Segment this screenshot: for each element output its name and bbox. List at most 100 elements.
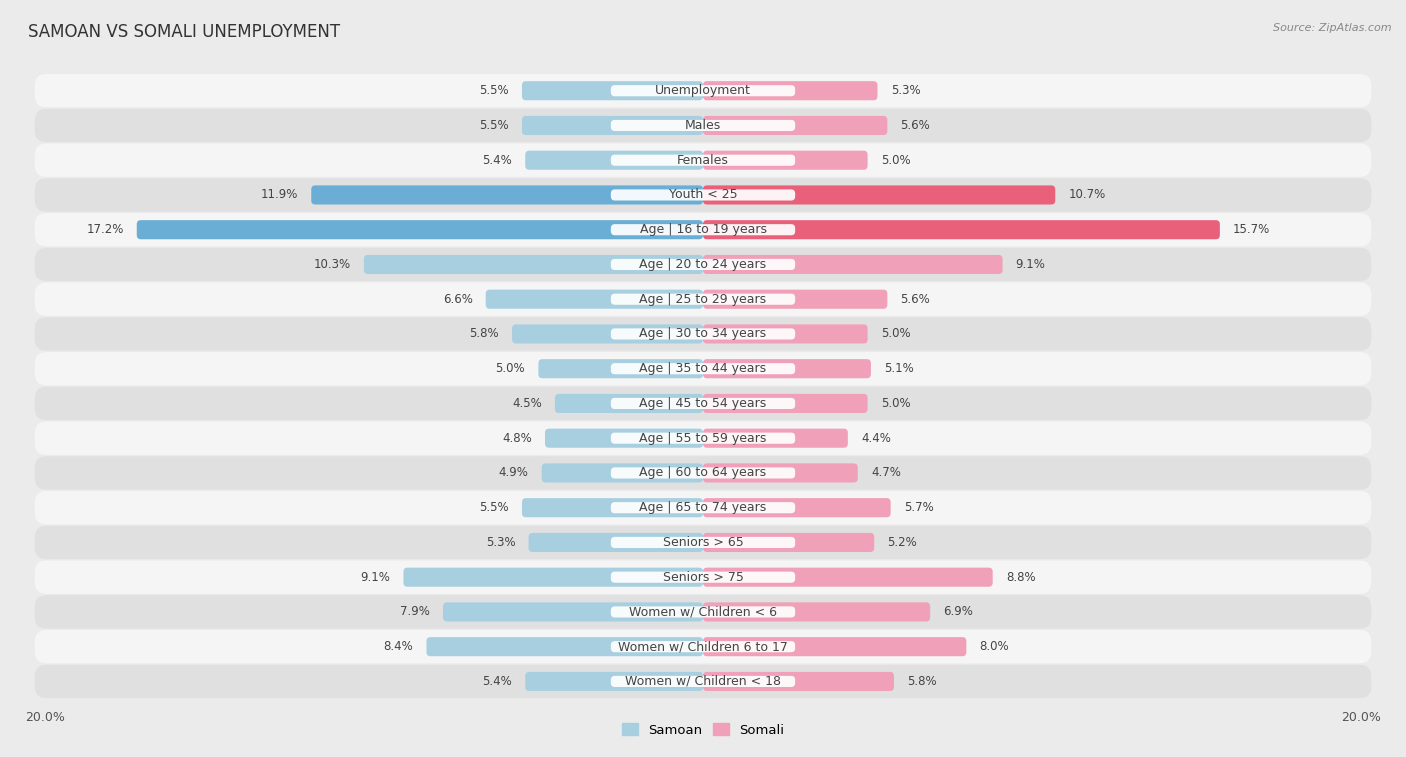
Text: 5.8%: 5.8% xyxy=(470,328,499,341)
FancyBboxPatch shape xyxy=(610,572,796,583)
Text: 6.6%: 6.6% xyxy=(443,293,472,306)
Text: 5.0%: 5.0% xyxy=(880,397,911,410)
FancyBboxPatch shape xyxy=(404,568,703,587)
FancyBboxPatch shape xyxy=(703,359,870,378)
Text: 4.7%: 4.7% xyxy=(870,466,901,479)
FancyBboxPatch shape xyxy=(610,398,796,409)
Text: 7.9%: 7.9% xyxy=(399,606,430,618)
FancyBboxPatch shape xyxy=(703,325,868,344)
FancyBboxPatch shape xyxy=(610,120,796,131)
Text: 5.5%: 5.5% xyxy=(479,84,509,97)
FancyBboxPatch shape xyxy=(703,255,1002,274)
Text: 8.4%: 8.4% xyxy=(384,640,413,653)
FancyBboxPatch shape xyxy=(703,637,966,656)
Text: 5.8%: 5.8% xyxy=(907,675,936,688)
Text: 6.9%: 6.9% xyxy=(943,606,973,618)
Text: Age | 60 to 64 years: Age | 60 to 64 years xyxy=(640,466,766,479)
FancyBboxPatch shape xyxy=(610,606,796,618)
Text: 9.1%: 9.1% xyxy=(1015,258,1046,271)
Text: 17.2%: 17.2% xyxy=(86,223,124,236)
FancyBboxPatch shape xyxy=(526,151,703,170)
FancyBboxPatch shape xyxy=(35,317,1371,350)
Text: 5.3%: 5.3% xyxy=(890,84,921,97)
FancyBboxPatch shape xyxy=(610,363,796,374)
Text: Seniors > 75: Seniors > 75 xyxy=(662,571,744,584)
FancyBboxPatch shape xyxy=(703,290,887,309)
Text: Age | 16 to 19 years: Age | 16 to 19 years xyxy=(640,223,766,236)
Text: Age | 65 to 74 years: Age | 65 to 74 years xyxy=(640,501,766,514)
Text: 5.6%: 5.6% xyxy=(900,293,931,306)
FancyBboxPatch shape xyxy=(485,290,703,309)
Text: 5.0%: 5.0% xyxy=(880,328,911,341)
FancyBboxPatch shape xyxy=(35,109,1371,142)
Text: Age | 35 to 44 years: Age | 35 to 44 years xyxy=(640,362,766,375)
FancyBboxPatch shape xyxy=(35,179,1371,212)
FancyBboxPatch shape xyxy=(610,294,796,305)
FancyBboxPatch shape xyxy=(35,491,1371,525)
Text: 10.7%: 10.7% xyxy=(1069,188,1105,201)
FancyBboxPatch shape xyxy=(35,456,1371,490)
Text: Age | 45 to 54 years: Age | 45 to 54 years xyxy=(640,397,766,410)
Text: 11.9%: 11.9% xyxy=(260,188,298,201)
Text: 5.4%: 5.4% xyxy=(482,675,512,688)
FancyBboxPatch shape xyxy=(35,352,1371,385)
FancyBboxPatch shape xyxy=(610,85,796,96)
FancyBboxPatch shape xyxy=(546,428,703,447)
FancyBboxPatch shape xyxy=(703,603,931,621)
FancyBboxPatch shape xyxy=(35,248,1371,281)
FancyBboxPatch shape xyxy=(35,213,1371,246)
FancyBboxPatch shape xyxy=(703,151,868,170)
FancyBboxPatch shape xyxy=(610,329,796,339)
FancyBboxPatch shape xyxy=(610,502,796,513)
FancyBboxPatch shape xyxy=(703,394,868,413)
Text: Women w/ Children 6 to 17: Women w/ Children 6 to 17 xyxy=(619,640,787,653)
Text: 8.0%: 8.0% xyxy=(980,640,1010,653)
FancyBboxPatch shape xyxy=(538,359,703,378)
Text: Unemployment: Unemployment xyxy=(655,84,751,97)
Text: 4.9%: 4.9% xyxy=(499,466,529,479)
FancyBboxPatch shape xyxy=(610,259,796,270)
Text: 10.3%: 10.3% xyxy=(314,258,350,271)
FancyBboxPatch shape xyxy=(35,74,1371,107)
FancyBboxPatch shape xyxy=(35,282,1371,316)
Text: SAMOAN VS SOMALI UNEMPLOYMENT: SAMOAN VS SOMALI UNEMPLOYMENT xyxy=(28,23,340,41)
Text: 5.5%: 5.5% xyxy=(479,501,509,514)
FancyBboxPatch shape xyxy=(703,672,894,691)
FancyBboxPatch shape xyxy=(512,325,703,344)
Text: 5.6%: 5.6% xyxy=(900,119,931,132)
Text: Youth < 25: Youth < 25 xyxy=(669,188,737,201)
FancyBboxPatch shape xyxy=(35,144,1371,177)
FancyBboxPatch shape xyxy=(703,428,848,447)
Text: Women w/ Children < 18: Women w/ Children < 18 xyxy=(626,675,780,688)
FancyBboxPatch shape xyxy=(35,387,1371,420)
FancyBboxPatch shape xyxy=(522,81,703,100)
FancyBboxPatch shape xyxy=(35,595,1371,628)
FancyBboxPatch shape xyxy=(35,665,1371,698)
FancyBboxPatch shape xyxy=(443,603,703,621)
Text: 4.4%: 4.4% xyxy=(860,431,891,444)
FancyBboxPatch shape xyxy=(522,116,703,135)
Text: Women w/ Children < 6: Women w/ Children < 6 xyxy=(628,606,778,618)
Text: 8.8%: 8.8% xyxy=(1005,571,1035,584)
Text: Age | 55 to 59 years: Age | 55 to 59 years xyxy=(640,431,766,444)
Text: 5.7%: 5.7% xyxy=(904,501,934,514)
FancyBboxPatch shape xyxy=(703,533,875,552)
FancyBboxPatch shape xyxy=(703,81,877,100)
FancyBboxPatch shape xyxy=(610,224,796,235)
FancyBboxPatch shape xyxy=(610,467,796,478)
Text: Females: Females xyxy=(678,154,728,167)
FancyBboxPatch shape xyxy=(529,533,703,552)
FancyBboxPatch shape xyxy=(555,394,703,413)
FancyBboxPatch shape xyxy=(610,189,796,201)
Text: 5.0%: 5.0% xyxy=(495,362,526,375)
Text: 4.5%: 4.5% xyxy=(512,397,541,410)
Text: 9.1%: 9.1% xyxy=(360,571,391,584)
Text: 15.7%: 15.7% xyxy=(1233,223,1270,236)
FancyBboxPatch shape xyxy=(35,630,1371,663)
Text: 5.2%: 5.2% xyxy=(887,536,917,549)
Text: Source: ZipAtlas.com: Source: ZipAtlas.com xyxy=(1274,23,1392,33)
FancyBboxPatch shape xyxy=(703,220,1220,239)
FancyBboxPatch shape xyxy=(703,463,858,482)
FancyBboxPatch shape xyxy=(426,637,703,656)
Text: 4.8%: 4.8% xyxy=(502,431,531,444)
